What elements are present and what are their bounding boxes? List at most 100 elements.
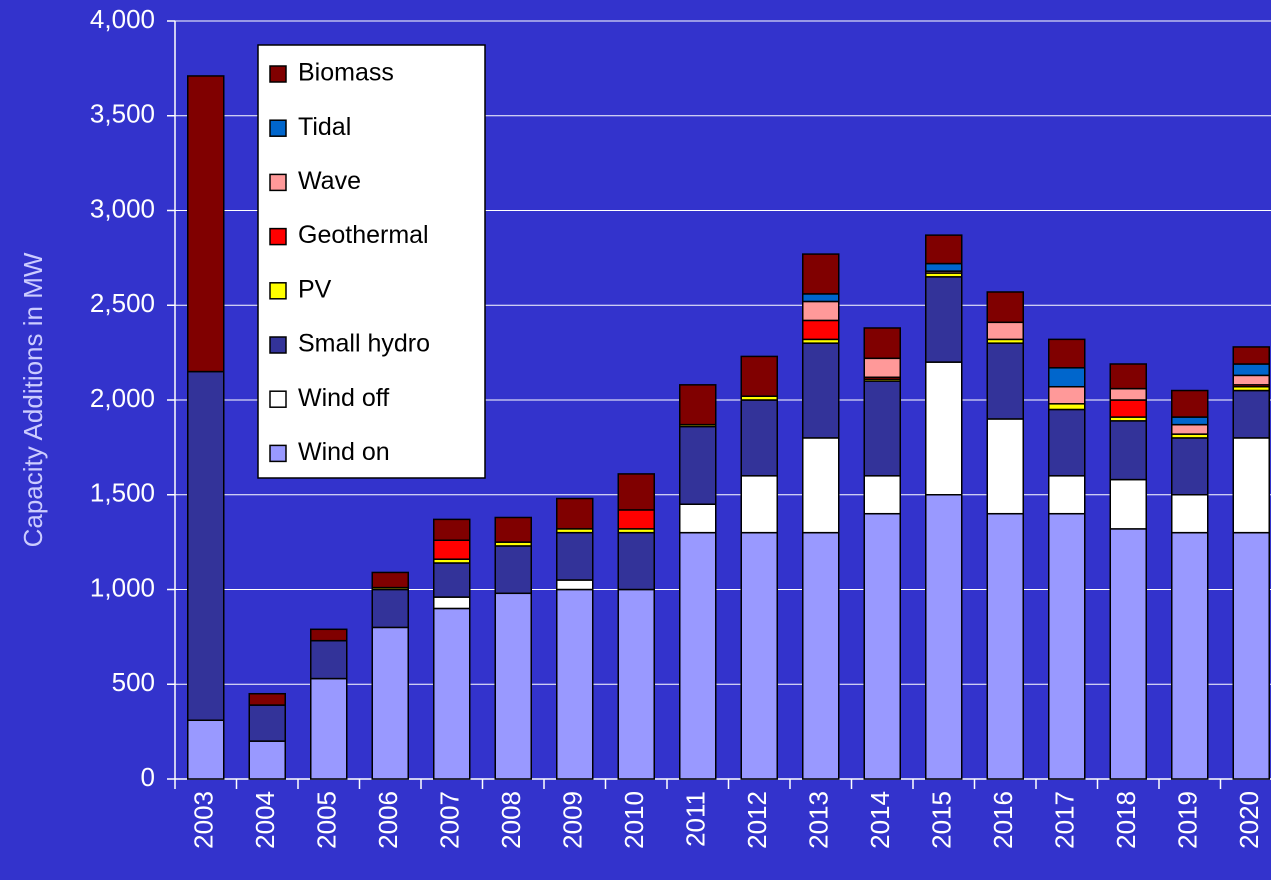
legend-swatch (269, 336, 287, 354)
bar-segment (925, 234, 963, 265)
bar-segment (248, 740, 286, 780)
x-tick-label: 2011 (681, 791, 711, 847)
x-tick-label: 2008 (496, 791, 526, 849)
bar-segment (1171, 389, 1209, 418)
bar-segment (433, 562, 471, 598)
y-tick-label: 2,500 (90, 288, 155, 318)
bar-segment (1109, 399, 1147, 418)
bar-segment (1171, 423, 1209, 435)
bar-segment (863, 327, 901, 360)
bar-segment (802, 319, 840, 341)
bar-segment (433, 539, 471, 560)
bar-segment (679, 531, 717, 780)
y-tick-label: 3,500 (90, 99, 155, 129)
legend-label: Small hydro (298, 330, 430, 358)
y-tick-label: 0 (141, 762, 155, 792)
x-tick-label: 2016 (988, 791, 1018, 849)
y-tick-label: 1,000 (90, 572, 155, 602)
legend-swatch (269, 65, 287, 83)
bar-segment (494, 545, 532, 595)
x-tick-label: 2020 (1234, 791, 1264, 849)
x-tick-label: 2009 (558, 791, 588, 849)
legend-label: PV (298, 275, 332, 303)
x-tick-label: 2004 (250, 791, 280, 849)
bar-segment (740, 399, 778, 477)
bar-segment (802, 293, 840, 303)
bar-segment (433, 518, 471, 541)
bar-segment (986, 291, 1024, 324)
bar-segment (1232, 389, 1270, 439)
bar-segment (802, 342, 840, 439)
legend-swatch (269, 227, 287, 246)
legend-label: Wind on (298, 438, 390, 466)
bar-segment (1171, 531, 1209, 780)
bar-segment (1109, 420, 1147, 481)
bar-segment (371, 626, 409, 780)
legend-swatch (269, 173, 287, 192)
bar-segment (986, 418, 1024, 515)
legend-swatch (269, 444, 287, 463)
bar-segment (863, 380, 901, 477)
bar-segment (1048, 475, 1086, 515)
bar-segment (1171, 416, 1209, 426)
bar-segment (679, 384, 717, 426)
bar-segment (310, 628, 348, 642)
x-tick-label: 2018 (1111, 791, 1141, 849)
bar-segment (986, 321, 1024, 341)
bar-segment (617, 531, 655, 591)
y-tick-label: 3,000 (90, 193, 155, 223)
y-tick-label: 1,500 (90, 478, 155, 508)
legend-label: Tidal (298, 113, 351, 141)
bar-segment (187, 75, 225, 373)
legend-swatch (269, 390, 287, 408)
bar-segment (679, 503, 717, 534)
bar-segment (310, 677, 348, 780)
bar-segment (679, 425, 717, 505)
bar-segment (617, 509, 655, 530)
bar-segment (1232, 346, 1270, 365)
bar-segment (433, 596, 471, 610)
bar-segment (802, 300, 840, 322)
bar-segment (1048, 367, 1086, 388)
x-tick-label: 2003 (189, 791, 219, 849)
legend: Wind on Wind off Small hydro PV Geothermal Wa… (257, 44, 486, 479)
y-axis-label: Capacity Additions in MW (18, 252, 48, 547)
bar-segment (925, 361, 963, 496)
bar-segment (740, 475, 778, 534)
legend-box (257, 44, 486, 479)
x-tick-label: 2010 (619, 791, 649, 849)
bar-segment (802, 531, 840, 780)
bar-segment (986, 512, 1024, 780)
bar-segment (617, 588, 655, 780)
x-tick-label: 2014 (865, 791, 895, 849)
bar-segment (617, 473, 655, 511)
x-tick-label: 2019 (1173, 791, 1203, 849)
bar-segment (1109, 478, 1147, 530)
legend-label: Geothermal (298, 221, 429, 249)
bar-segment (1171, 494, 1209, 534)
bar-segment (1048, 338, 1086, 369)
bar-segment (1232, 363, 1270, 377)
bar-segment (1109, 363, 1147, 390)
bar-segment (1232, 374, 1270, 386)
bar-segment (1048, 408, 1086, 477)
bar-segment (187, 719, 225, 780)
bar-segment (556, 579, 594, 591)
bar-segment (187, 370, 225, 722)
legend-label: Wave (298, 167, 361, 195)
bar-segment (433, 607, 471, 780)
bar-segment (1232, 437, 1270, 534)
y-tick-label: 2,000 (90, 383, 155, 413)
legend-swatch (269, 282, 287, 300)
bar-segment (494, 592, 532, 780)
bar-segment (310, 639, 348, 680)
bar-segment (1048, 403, 1086, 411)
y-tick-label: 4,000 (90, 4, 155, 34)
x-tick-label: 2013 (804, 791, 834, 849)
bar-segment (863, 475, 901, 515)
bar-segment (556, 497, 594, 530)
bar-segment (1171, 437, 1209, 496)
legend-swatch (269, 119, 287, 137)
bar-segment (1232, 531, 1270, 780)
